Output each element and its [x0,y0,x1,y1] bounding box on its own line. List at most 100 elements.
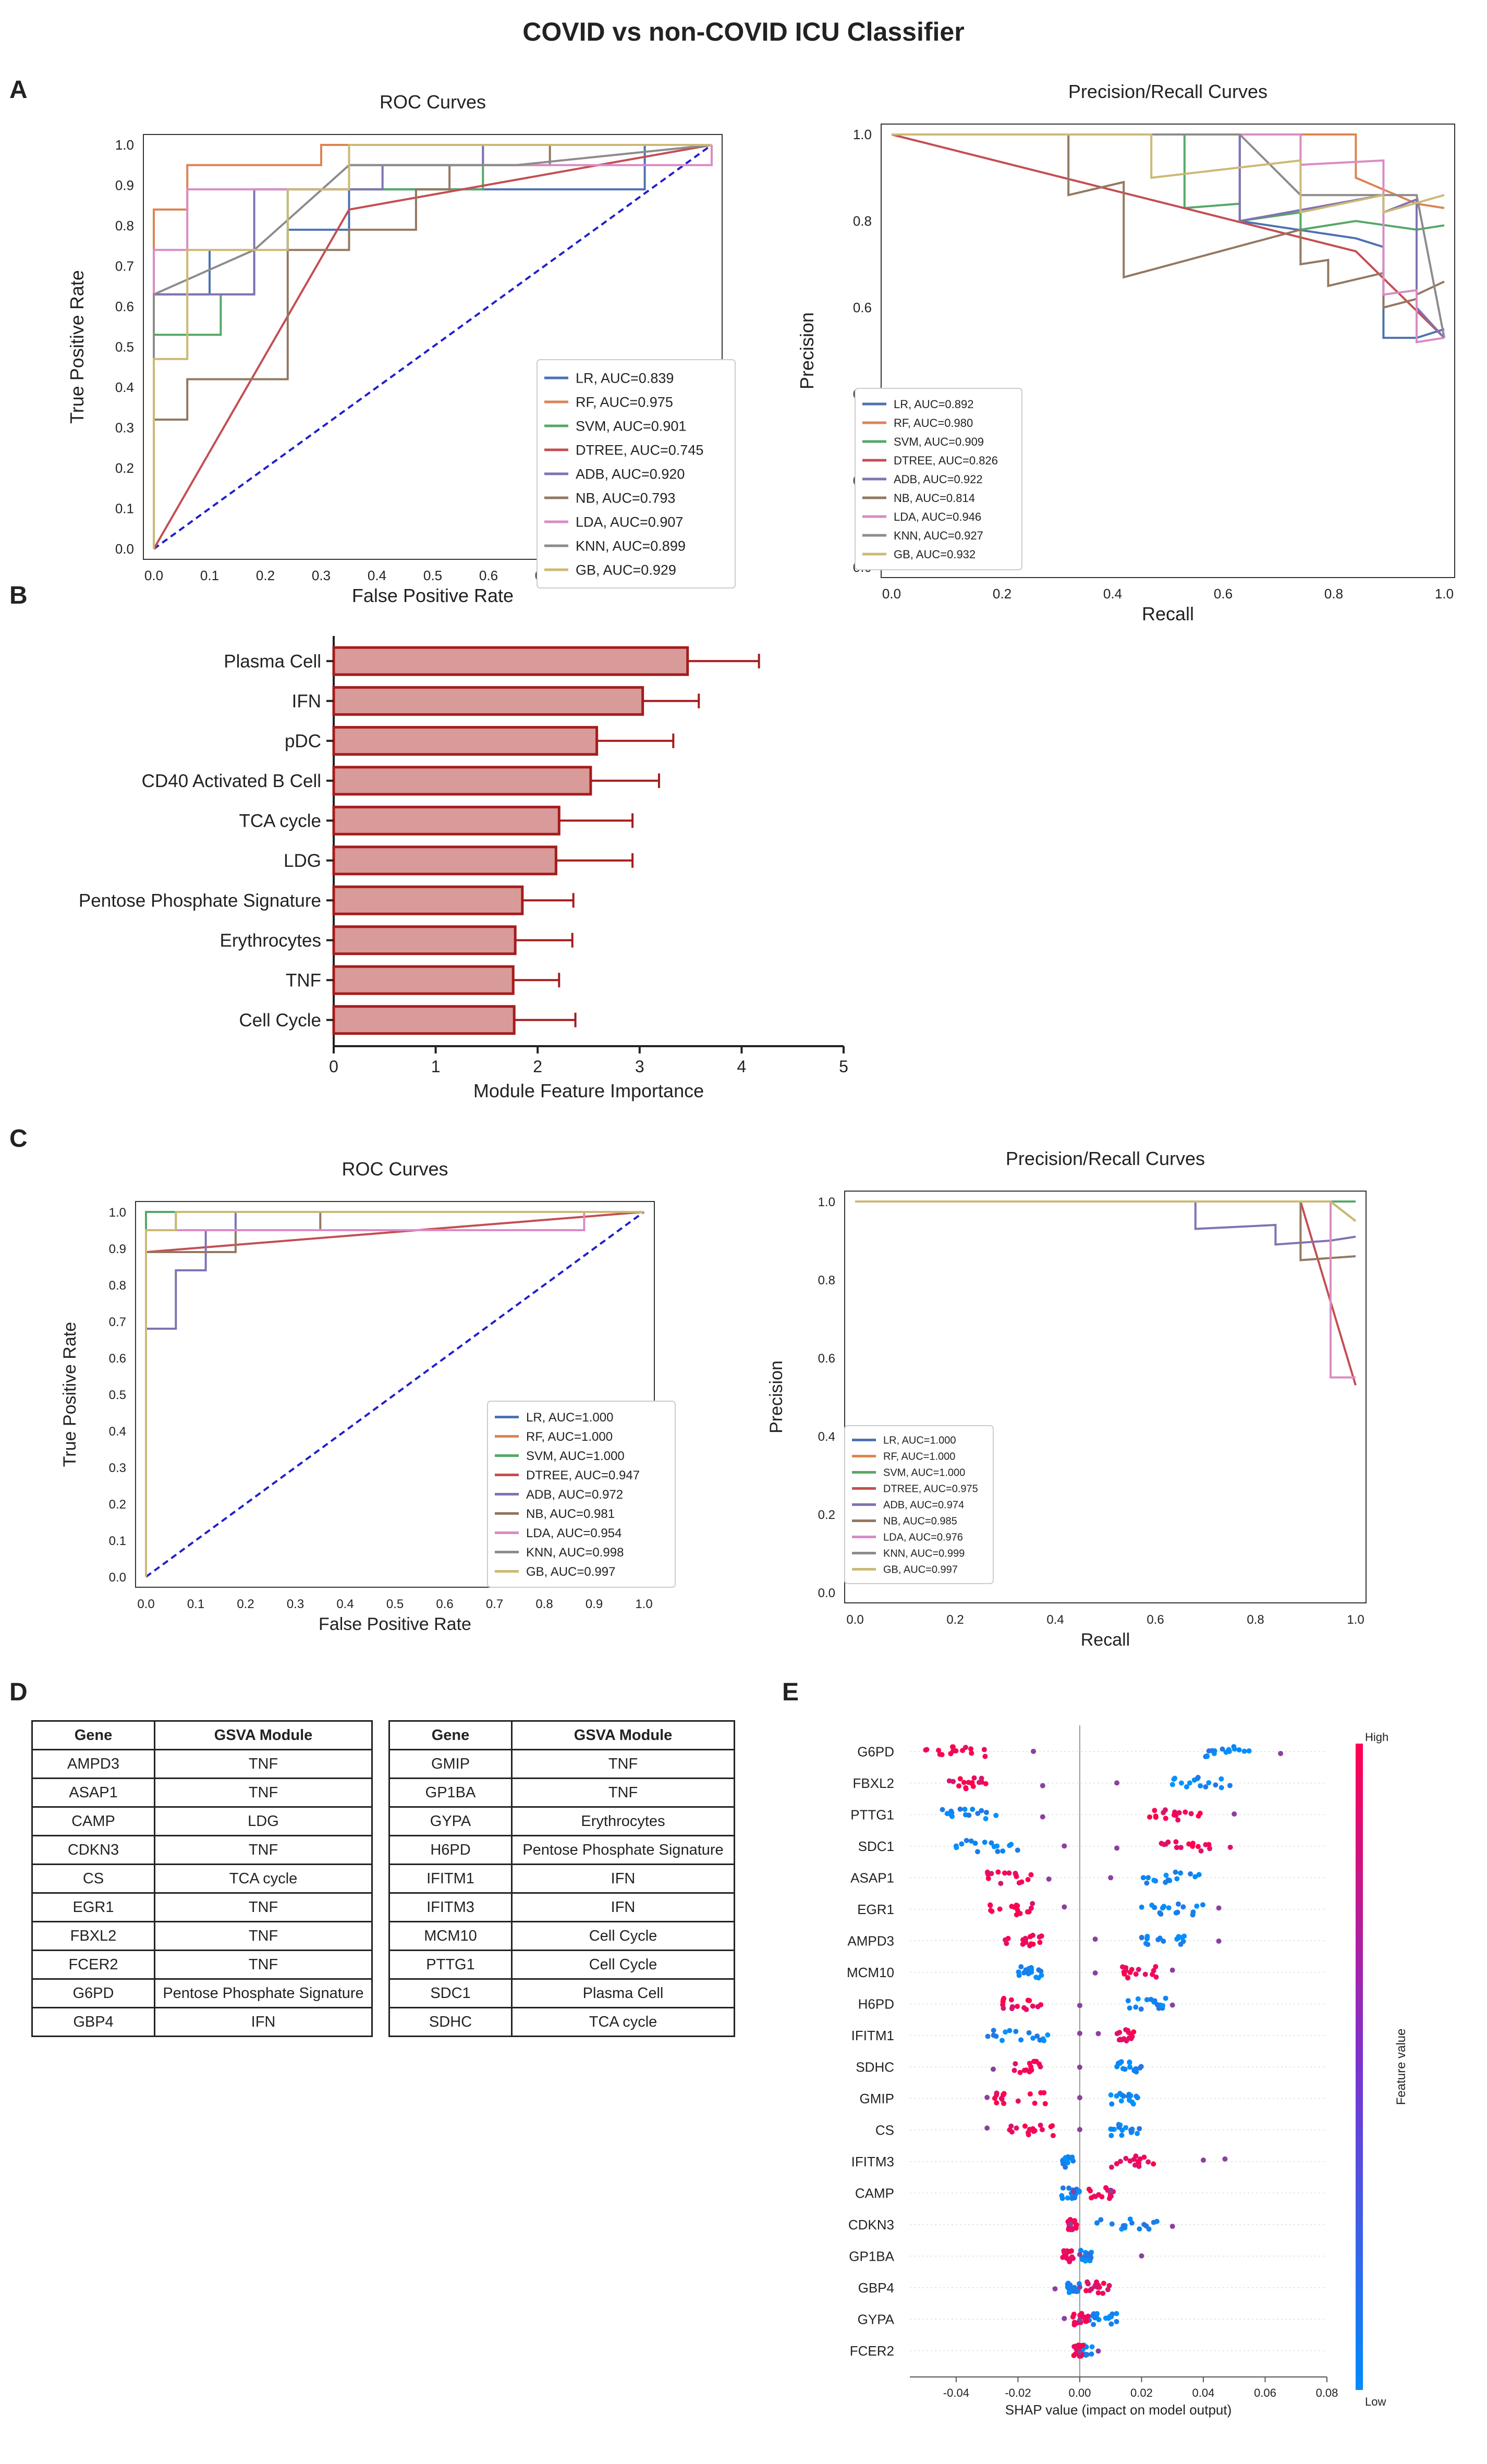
shap-point [1068,2221,1074,2227]
module-cell: IFN [511,1892,735,1922]
x-tick-label: 2 [533,1057,542,1076]
x-tick-label: -0.04 [943,2386,969,2399]
shap-point [1188,1811,1194,1817]
panel-label-c: C [9,1125,28,1153]
shap-point [940,1807,945,1812]
shap-point [1028,1872,1034,1878]
feature-label: GBP4 [858,2280,894,2296]
y-axis-label: Precision [796,312,818,389]
shap-point [991,2028,996,2033]
shap-point [992,2095,997,2101]
shap-point [1200,1902,1205,1908]
shap-point [1094,2279,1100,2285]
shap-point [1180,1904,1186,1910]
legend-entry: LDA, AUC=0.954 [526,1526,621,1540]
category-label: Pentose Phosphate Signature [79,890,321,911]
bar [332,766,592,796]
shap-point [1109,2101,1115,2107]
legend-entry: RF, AUC=1.000 [883,1451,955,1463]
shap-point [1198,1848,1204,1854]
y-tick-label: 0.9 [115,178,134,193]
category-label: LDG [284,851,321,871]
shap-point [1125,1998,1131,2004]
shap-point [1190,1841,1196,1846]
shap-point [1070,2314,1076,2320]
shap-point [956,1783,962,1789]
shap-point [1145,2159,1151,2165]
module-cell: TNF [154,1749,373,1779]
shap-point [959,1841,965,1847]
shap-point [1108,1875,1114,1881]
series-line-lda [855,1200,1356,1379]
x-tick-label: 0.2 [237,1597,254,1611]
y-tick-label: 0.5 [115,339,134,355]
shap-point [1031,1748,1037,1754]
shap-point [1009,2129,1015,2135]
shap-point [1200,2157,1206,2163]
x-axis-label: SHAP value (impact on model output) [1005,2402,1232,2418]
x-tick-label: 0.08 [1316,2386,1338,2399]
feature-label: SDC1 [858,1838,894,1854]
module-cell: Pentose Phosphate Signature [511,1835,735,1865]
chance-diagonal-line [153,144,713,550]
shap-point [1028,1941,1034,1947]
module-cell: Pentose Phosphate Signature [154,1978,373,2008]
shap-point [946,1778,952,1784]
feature-label: G6PD [857,1744,894,1759]
module-cell: TNF [511,1749,735,1779]
shap-point [1174,1845,1179,1850]
shap-point [1163,1816,1168,1821]
shap-point [1022,2123,1028,2129]
legend-entry: SVM, AUC=1.000 [883,1467,965,1479]
shap-point [1190,1909,1196,1915]
series-line-gb [892,133,1445,214]
gene-cell: AMPD3 [31,1749,155,1779]
legend-box [855,388,1022,570]
series-line-knn [855,1200,1357,1222]
x-tick-label: 0.1 [200,568,219,583]
shap-point [1196,1813,1201,1819]
x-tick-label: 0.4 [336,1597,354,1611]
shap-point [1114,2319,1119,2324]
bar [332,805,560,836]
shap-point [1071,2220,1077,2225]
table-row: CS TCA cycle [31,1864,373,1894]
shap-point [1120,2223,1126,2228]
shap-point [1108,2321,1114,2327]
y-tick-label: 0.9 [109,1242,126,1256]
shap-point [1232,1811,1237,1817]
shap-point [982,1754,988,1759]
y-tick-label: 0.4 [818,1430,835,1444]
shap-point [1127,1970,1133,1976]
shap-point [1065,2284,1070,2289]
shap-point [1037,2061,1042,2067]
shap-point [957,1776,963,1782]
shap-point [1015,2098,1021,2104]
bar [332,965,515,995]
legend-entry: ADB, AUC=0.922 [894,473,983,486]
x-tick-label: 0.4 [368,568,386,583]
shap-point [1169,1967,1175,1973]
shap-point [1123,2155,1129,2161]
shap-point [957,1806,963,1812]
feature-label: CDKN3 [848,2217,894,2233]
shap-point [1089,2195,1094,2201]
shap-point [1060,2254,1066,2260]
y-axis-label: True Positive Rate [66,270,88,424]
shap-point [985,2033,991,2039]
module-cell: TNF [154,1921,373,1951]
shap-point [1040,1814,1045,1820]
shap-point [994,2090,1000,2096]
shap-point [1015,1907,1020,1913]
shap-point [1027,1997,1032,2003]
shap-point [1039,1972,1044,1978]
x-tick-label: 0.0 [846,1613,863,1627]
feature-label: FBXL2 [853,1775,895,1791]
pr-chart-a: Precision/Recall Curves 0.0 0.2 0.4 0.6 0.8 1.… [796,81,1455,624]
table-row: IFITM1 IFN [388,1864,735,1894]
shap-point [971,1775,977,1781]
shap-point [1094,2311,1100,2316]
x-tick-label: 0.0 [137,1597,154,1611]
category-label: Plasma Cell [224,651,321,671]
